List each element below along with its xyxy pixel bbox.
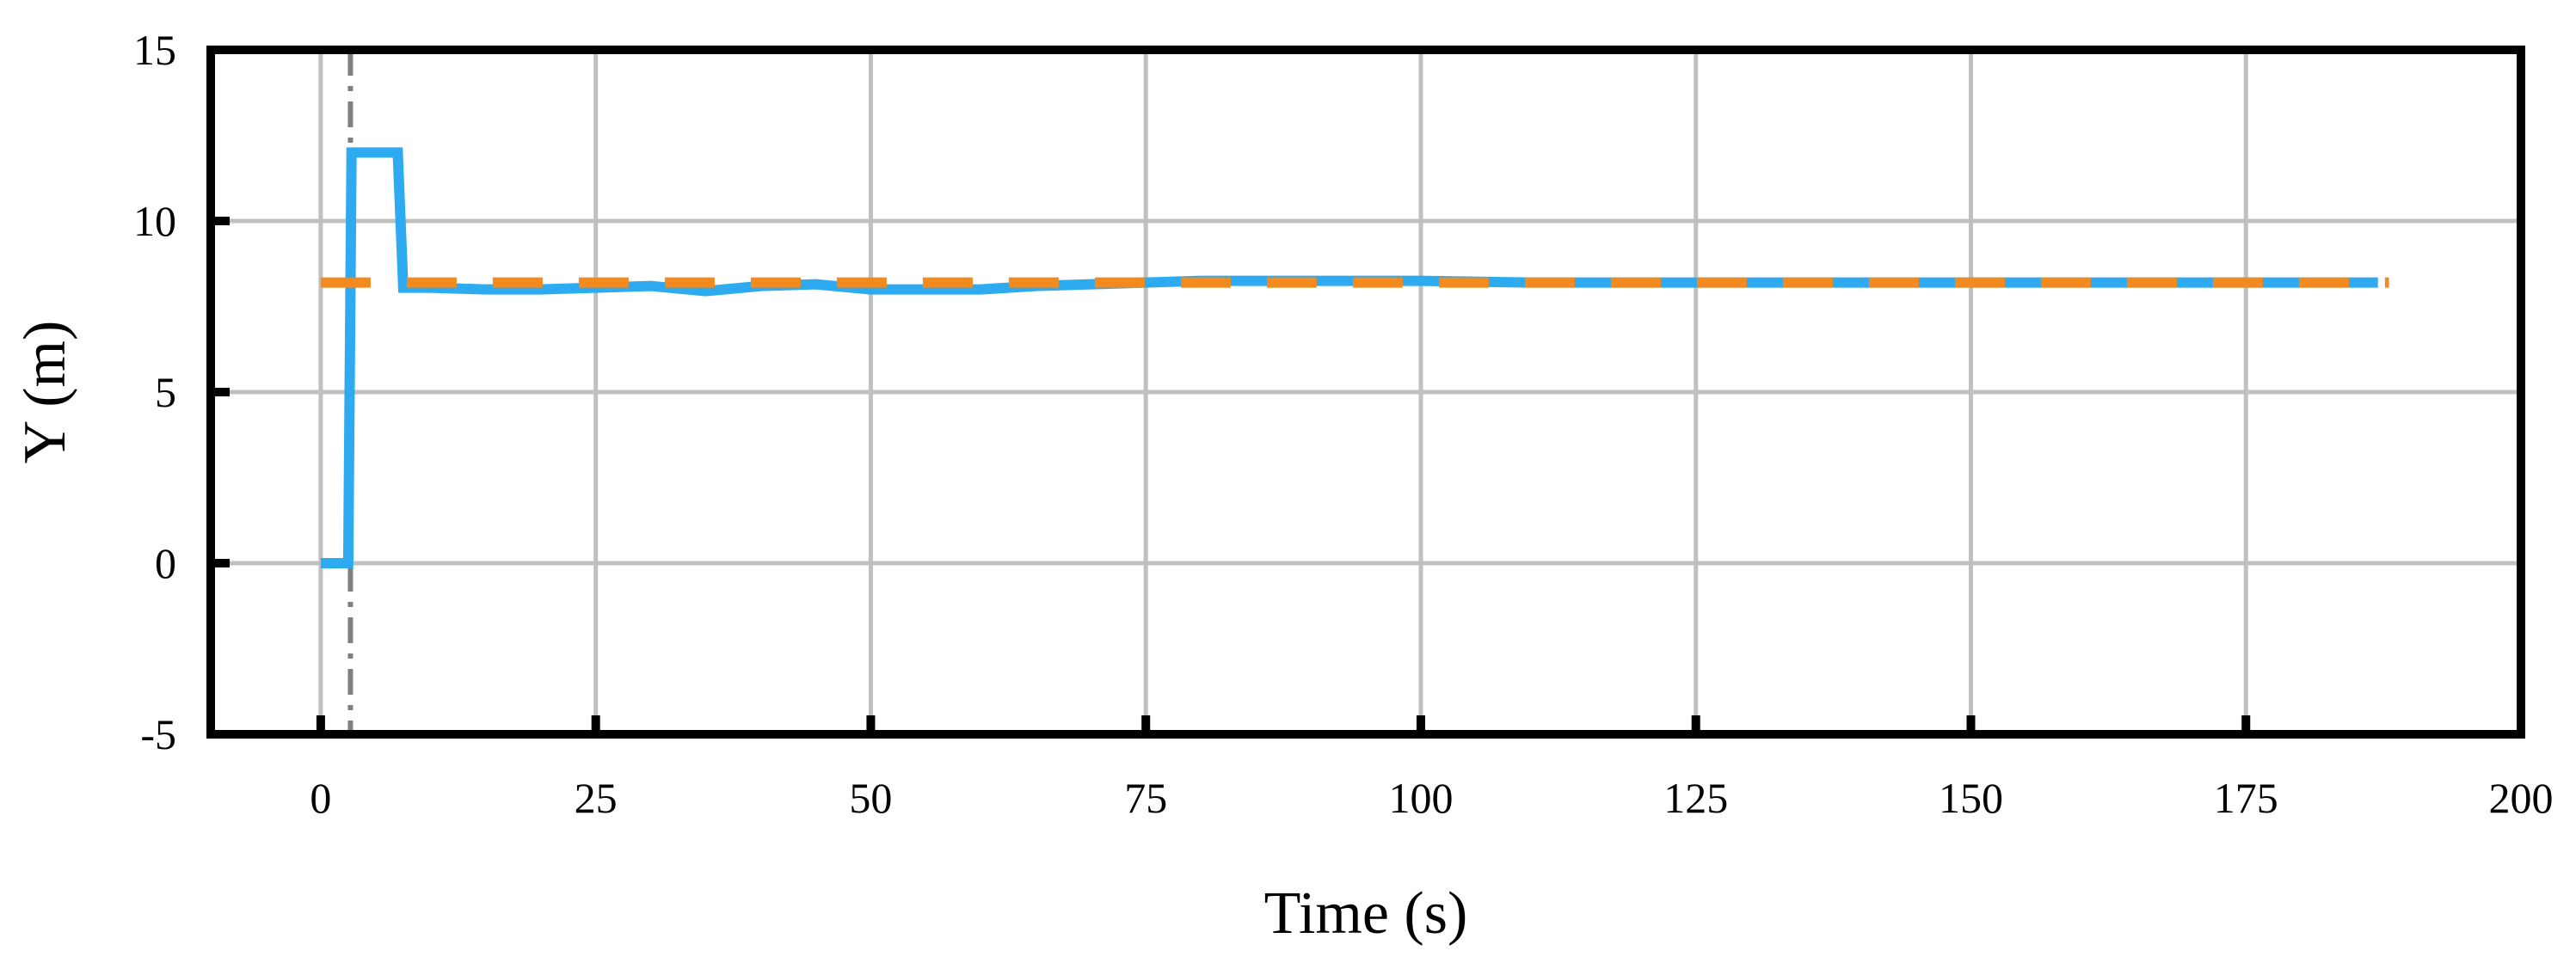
series-line <box>320 147 2378 568</box>
x-tick-label: 75 <box>1124 774 1167 822</box>
x-tick-label: 175 <box>2214 774 2278 822</box>
x-tick-label: 0 <box>310 774 331 822</box>
x-axis-title: Time (s) <box>1264 880 1468 947</box>
y-tick-label: 5 <box>155 368 176 416</box>
y-tick-label: -5 <box>140 710 176 758</box>
x-tick-label: 125 <box>1663 774 1728 822</box>
x-tick-label: 100 <box>1388 774 1453 822</box>
x-tick-label: 25 <box>575 774 618 822</box>
y-tick-label: 0 <box>155 539 176 587</box>
x-tick-label: 50 <box>849 774 892 822</box>
y-tick-label: 10 <box>133 197 176 245</box>
x-tick-label: 200 <box>2489 774 2554 822</box>
y-axis-title: Y (m) <box>12 321 78 464</box>
y-tick-label: 15 <box>133 26 176 74</box>
x-tick-label: 150 <box>1939 774 2003 822</box>
